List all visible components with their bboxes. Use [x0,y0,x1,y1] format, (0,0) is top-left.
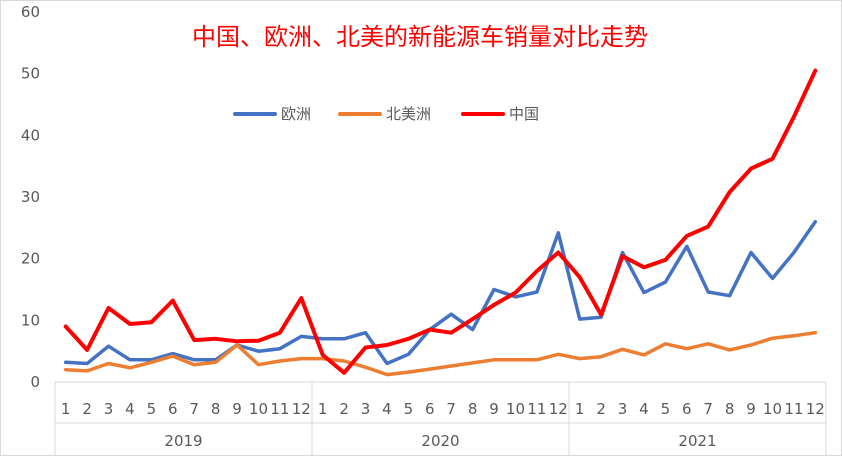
x-tick-label: 3 [361,400,371,418]
x-tick-label: 6 [168,400,178,418]
x-tick-label: 12 [549,400,568,418]
x-tick-label: 12 [292,400,311,418]
x-tick-label: 4 [382,400,392,418]
series-line-1 [63,330,818,377]
x-tick-label: 2 [339,400,349,418]
x-tick-label: 3 [104,400,114,418]
x-tick-label: 2 [596,400,606,418]
x-tick-label: 4 [639,400,649,418]
chart-title: 中国、欧洲、北美的新能源车销量对比走势 [192,23,648,51]
x-tick-label: 8 [468,400,478,418]
x-tick-label: 10 [763,400,782,418]
y-tick-label: 20 [21,250,40,268]
x-tick-label: 5 [661,400,671,418]
y-tick-label: 0 [30,373,40,391]
y-axis-ticks: 0 10 20 30 40 50 60 [21,3,40,391]
x-tick-label: 9 [489,400,499,418]
x-group-label: 2019 [164,432,202,450]
series-line-2 [63,68,818,375]
y-tick-label: 50 [21,65,40,83]
x-group-label: 2020 [421,432,459,450]
series-lines [63,68,818,377]
y-tick-label: 40 [21,126,40,144]
series-line-0 [63,219,818,366]
x-tick-label: 9 [232,400,242,418]
x-tick-label: 6 [425,400,435,418]
x-tick-label: 5 [404,400,414,418]
x-tick-label: 9 [746,400,756,418]
x-tick-label: 4 [125,400,135,418]
x-tick-label: 3 [618,400,628,418]
x-tick-label: 11 [784,400,803,418]
x-tick-label: 6 [682,400,692,418]
y-tick-label: 60 [21,3,40,21]
x-tick-label: 7 [189,400,199,418]
x-tick-label: 7 [703,400,713,418]
x-group-label: 2021 [678,432,716,450]
legend: 欧洲 北美洲 中国 [233,105,539,123]
x-axis-month-labels: 1 2 3 4 5 6 7 8 9 10 11 12 1 2 3 4 5 6 7 8 9 10 11 12 1 2 3 4 5 6 7 8 9 1… [61,400,825,418]
x-tick-label: 1 [318,400,328,418]
x-axis-year-labels: 2019 2020 2021 [164,432,716,450]
x-tick-label: 12 [806,400,825,418]
x-axis [54,381,827,456]
x-tick-label: 11 [527,400,546,418]
y-tick-label: 10 [21,311,40,329]
x-tick-label: 8 [725,400,735,418]
x-tick-label: 7 [446,400,456,418]
x-tick-label: 10 [506,400,525,418]
x-tick-label: 1 [61,400,71,418]
x-tick-label: 11 [270,400,289,418]
legend-label: 中国 [509,105,539,123]
x-tick-label: 5 [147,400,157,418]
legend-label: 北美洲 [386,105,431,123]
x-tick-label: 2 [82,400,92,418]
x-tick-label: 10 [249,400,268,418]
legend-label: 欧洲 [281,105,311,123]
x-tick-label: 8 [211,400,221,418]
y-tick-label: 30 [21,188,40,206]
x-tick-label: 1 [575,400,585,418]
